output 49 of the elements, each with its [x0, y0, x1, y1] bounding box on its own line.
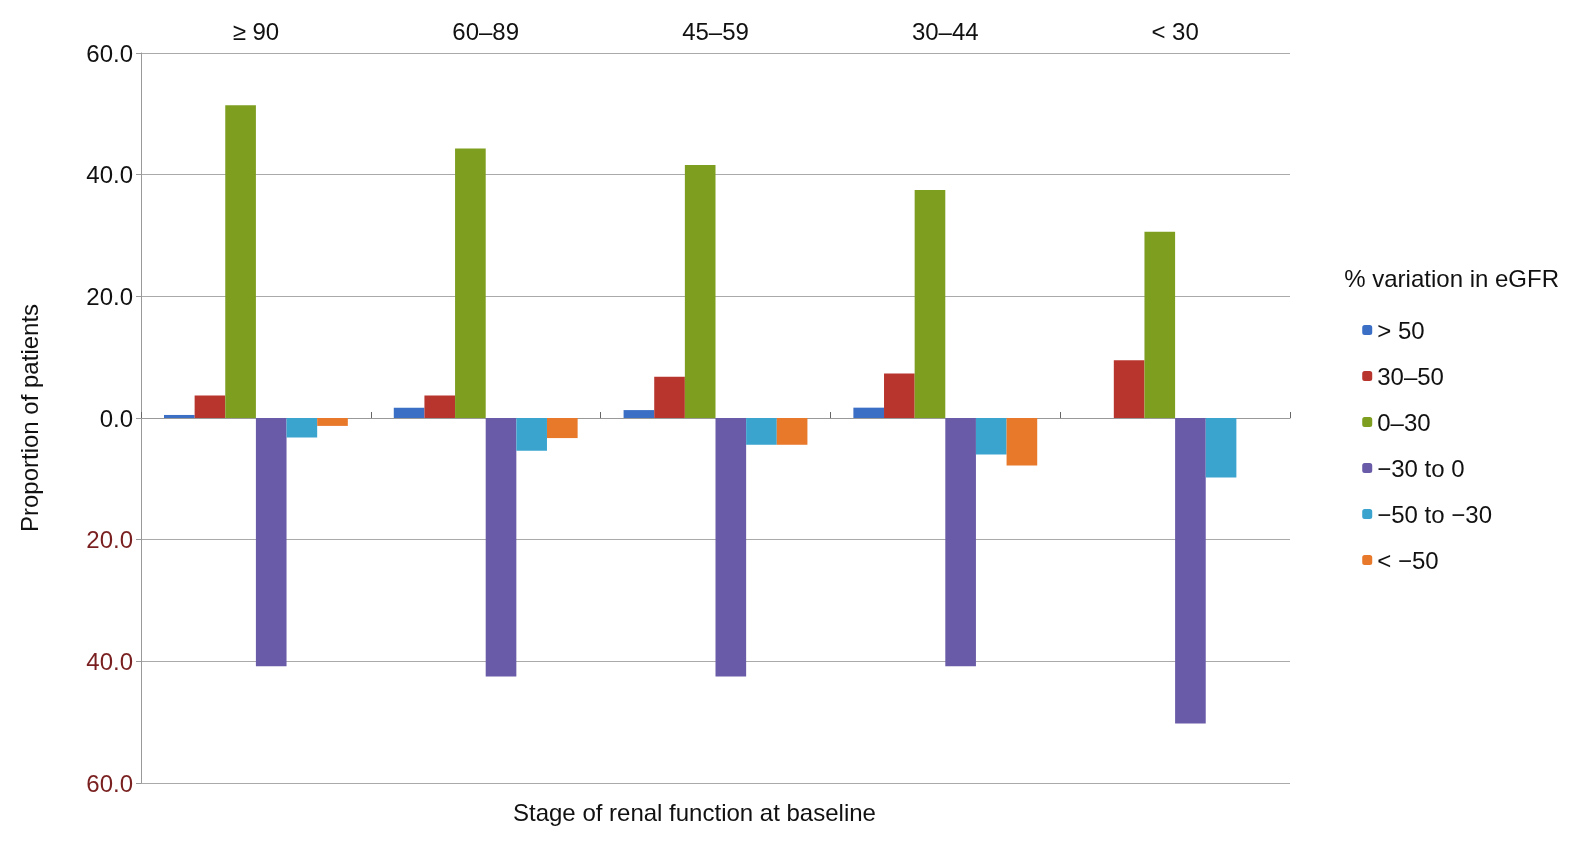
legend-label: < −50	[1377, 546, 1439, 574]
bar	[317, 418, 348, 426]
x-tick-label: ≥ 90	[232, 17, 280, 45]
legend-title: % variation in eGFR	[1344, 264, 1559, 292]
bar	[1006, 418, 1038, 466]
x-tick-label: 60–89	[452, 17, 520, 45]
y-tick-label: 40.0	[86, 647, 133, 675]
bar	[1205, 418, 1237, 478]
bar	[715, 418, 747, 677]
bar	[884, 373, 915, 418]
bar	[654, 376, 685, 418]
y-tick-label: 0.0	[99, 404, 133, 432]
x-axis-title: Stage of renal function at baseline	[513, 798, 876, 826]
x-tick-label: < 30	[1151, 17, 1199, 45]
bar	[546, 418, 578, 439]
bar	[225, 105, 256, 418]
legend-label: 30–50	[1377, 362, 1444, 390]
bar	[424, 395, 456, 418]
x-tick-label: 30–44	[911, 17, 979, 45]
bar	[163, 414, 195, 418]
legend-label: −50 to −30	[1377, 500, 1493, 528]
bar	[516, 418, 547, 451]
y-axis-title: Proportion of patients	[15, 303, 43, 533]
legend-label: −30 to 0	[1377, 454, 1465, 482]
bar	[1113, 360, 1145, 418]
bar	[853, 407, 885, 418]
bar	[393, 407, 425, 418]
legend-label: > 50	[1377, 316, 1425, 344]
bar	[945, 418, 976, 667]
y-tick-label: 20.0	[86, 282, 133, 310]
bar	[623, 410, 655, 418]
x-tick-label: 45–59	[682, 17, 749, 45]
y-tick-label: 60.0	[86, 39, 133, 67]
bar	[1144, 231, 1176, 418]
bar	[194, 395, 226, 418]
bar	[255, 418, 287, 667]
bar	[684, 164, 716, 418]
bar	[286, 418, 318, 438]
bar	[776, 418, 808, 445]
y-tick-label: 40.0	[86, 161, 133, 189]
bar	[455, 148, 486, 418]
y-tick-label: 20.0	[86, 526, 133, 554]
y-tick-label: 60.0	[86, 769, 133, 797]
bar	[914, 189, 946, 418]
legend-label: 0–30	[1377, 408, 1431, 436]
bar	[1175, 418, 1206, 724]
bar	[975, 418, 1007, 455]
bar	[746, 418, 777, 445]
bar	[485, 418, 517, 677]
